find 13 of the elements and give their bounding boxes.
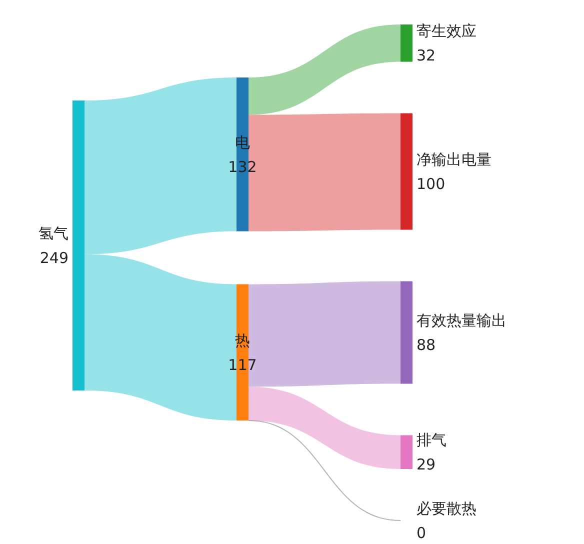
data-label: 100: [416, 175, 446, 193]
data-label: 32: [416, 46, 436, 65]
category-label: 排气: [416, 431, 446, 450]
category-label: 必要散热: [416, 500, 476, 518]
data-label: 29: [416, 456, 436, 474]
category-label: 氢气: [38, 224, 68, 242]
category-label: 寄生效应: [416, 22, 476, 40]
data-label: 132: [228, 158, 257, 176]
data-label: 249: [40, 249, 69, 267]
data-label: 88: [416, 336, 436, 354]
category-label: 净输出电量: [416, 150, 492, 168]
category-label: 有效热量输出: [416, 311, 506, 330]
data-label: 0: [416, 524, 426, 542]
